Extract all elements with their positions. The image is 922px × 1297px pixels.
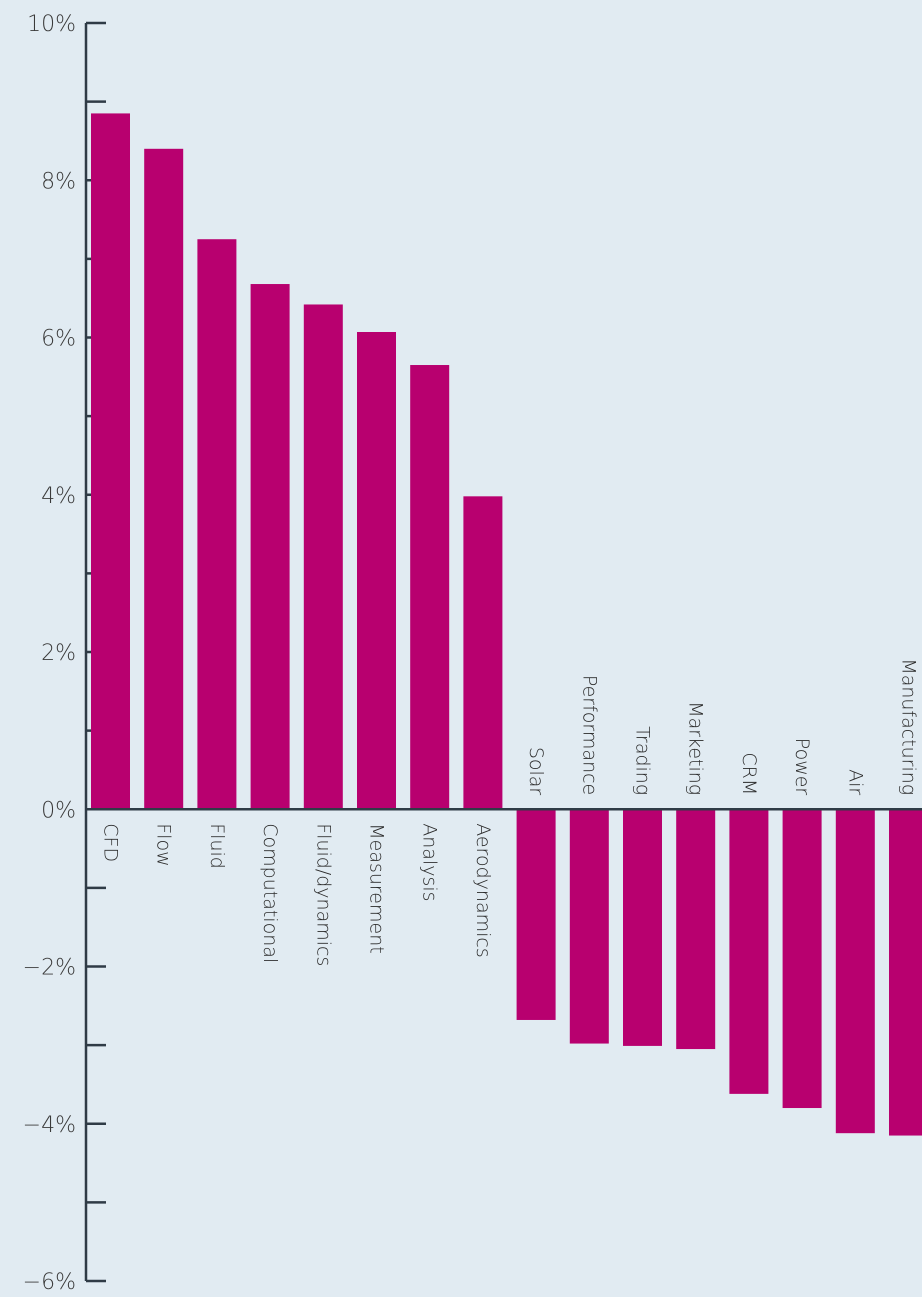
y-tick-label: 4%	[41, 484, 76, 509]
bar-performance	[569, 809, 609, 1044]
bar-marketing	[676, 809, 716, 1050]
category-labels: CFD Flow Fluid Computational Fluid/dynamics M…	[100, 658, 920, 966]
y-tick-label: −6%	[23, 1270, 76, 1295]
bar-flow	[144, 148, 184, 810]
bar-aerodynamics	[463, 496, 503, 810]
bar-fluid	[197, 239, 237, 810]
bar-air	[835, 809, 875, 1134]
y-tick-label: 10%	[27, 12, 76, 37]
category-label: CRM	[738, 752, 760, 795]
bar-power	[782, 809, 822, 1109]
y-tick-label: 0%	[41, 798, 76, 823]
category-label: Performance	[578, 675, 600, 795]
category-label: Flow	[153, 823, 175, 866]
bar-crm	[729, 809, 769, 1094]
y-tick-label: 6%	[41, 327, 76, 352]
bar-computational	[250, 284, 290, 810]
bar-fluid-dynamics	[303, 304, 343, 810]
y-tick-label: 8%	[41, 169, 76, 194]
category-label: Power	[791, 738, 813, 796]
bar-measurement	[357, 331, 396, 810]
bar-solar	[516, 809, 556, 1020]
bars-group	[91, 113, 922, 1136]
y-tick-label: −2%	[23, 956, 76, 981]
category-label: Solar	[525, 747, 547, 796]
category-label: Manufacturing	[898, 658, 920, 795]
category-label: Fluid	[206, 823, 228, 869]
category-label: CFD	[100, 823, 122, 862]
bar-cfd	[91, 113, 130, 810]
category-label: Marketing	[685, 701, 707, 795]
category-label: Computational	[259, 823, 281, 963]
category-label: Measurement	[366, 823, 388, 953]
y-tick-label: 2%	[41, 641, 76, 666]
category-label: Fluid/dynamics	[312, 823, 334, 966]
bar-manufacturing	[889, 809, 922, 1136]
category-label: Trading	[632, 726, 654, 795]
y-tick-label: −4%	[23, 1113, 76, 1138]
bar-analysis	[410, 365, 450, 810]
category-label: Analysis	[419, 823, 441, 901]
category-label: Air	[844, 769, 866, 795]
bar-trading	[623, 809, 662, 1046]
category-label: Aerodynamics	[472, 823, 494, 958]
